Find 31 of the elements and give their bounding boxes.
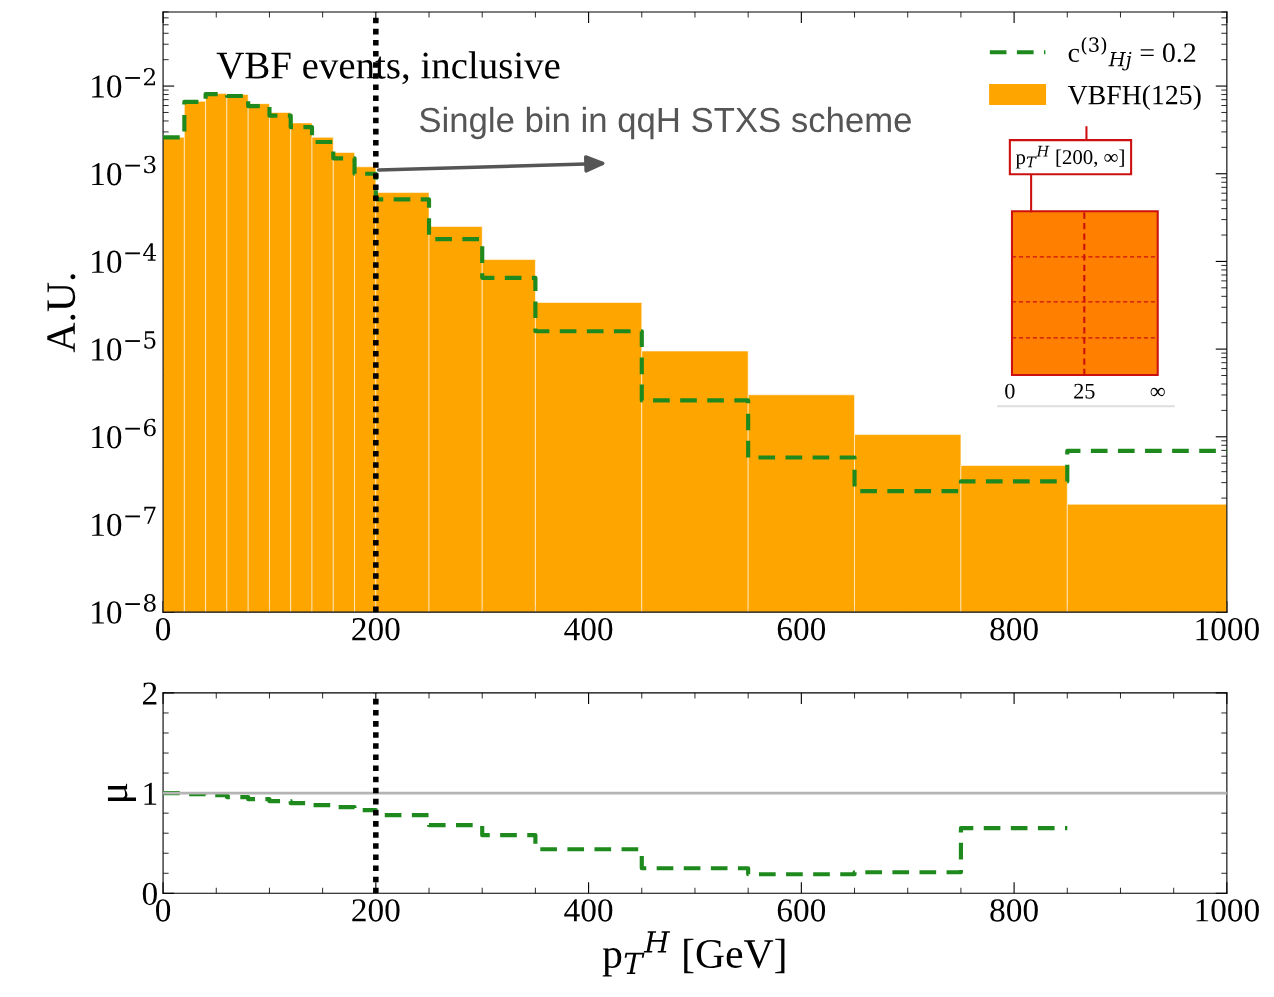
x-tick-label: 600 xyxy=(777,899,826,922)
x-tick-label: 800 xyxy=(990,899,1038,922)
x-tick-label: 400 xyxy=(564,617,613,641)
y-tick-label: 1 xyxy=(144,782,157,805)
y-tick-label: 10$^{−4}$ xyxy=(92,243,157,274)
x-tick-label: 200 xyxy=(352,617,400,641)
x-tick-label: 800 xyxy=(990,617,1038,641)
y-tick-label: 2 xyxy=(143,682,157,705)
x-tick-label: 1000 xyxy=(1196,617,1259,641)
x-axis-title: p$_{T}$$^{H}$ [GeV] xyxy=(602,931,785,977)
y-tick-label: 10$^{−3}$ xyxy=(92,155,156,186)
x-tick-label: 600 xyxy=(777,617,826,641)
x-tick-label: 200 xyxy=(352,899,400,922)
legend-label: VBFH(125) xyxy=(1067,84,1201,111)
y-tick-label: 10$^{−2}$ xyxy=(92,67,155,98)
annotation: 0 xyxy=(1005,383,1015,399)
x-tick-label: 400 xyxy=(564,899,613,922)
y-axis-title: μ xyxy=(107,783,136,801)
annotation: p$_{T}$$^{H}$ [200, ∞] xyxy=(1015,145,1124,169)
y-tick-label: 10$^{−7}$ xyxy=(92,506,156,537)
legend-label: c$^{(3)}$$_{Hj}$ = 0.2 xyxy=(1068,36,1196,71)
x-tick-label: 1000 xyxy=(1196,899,1259,922)
annotation: VBF events, inclusive xyxy=(216,51,560,85)
y-axis-title: A.U. xyxy=(47,274,76,353)
y-tick-label: 10$^{−8}$ xyxy=(92,594,156,624)
annotation: ∞ xyxy=(1150,387,1165,397)
y-tick-label: 10$^{−6}$ xyxy=(92,418,156,449)
y-tick-label: 10$^{−5}$ xyxy=(92,331,156,361)
annotation: 25 xyxy=(1074,383,1095,399)
y-tick-label: 0 xyxy=(142,882,157,906)
annotation: Single bin in qqH STXS scheme xyxy=(419,106,911,140)
